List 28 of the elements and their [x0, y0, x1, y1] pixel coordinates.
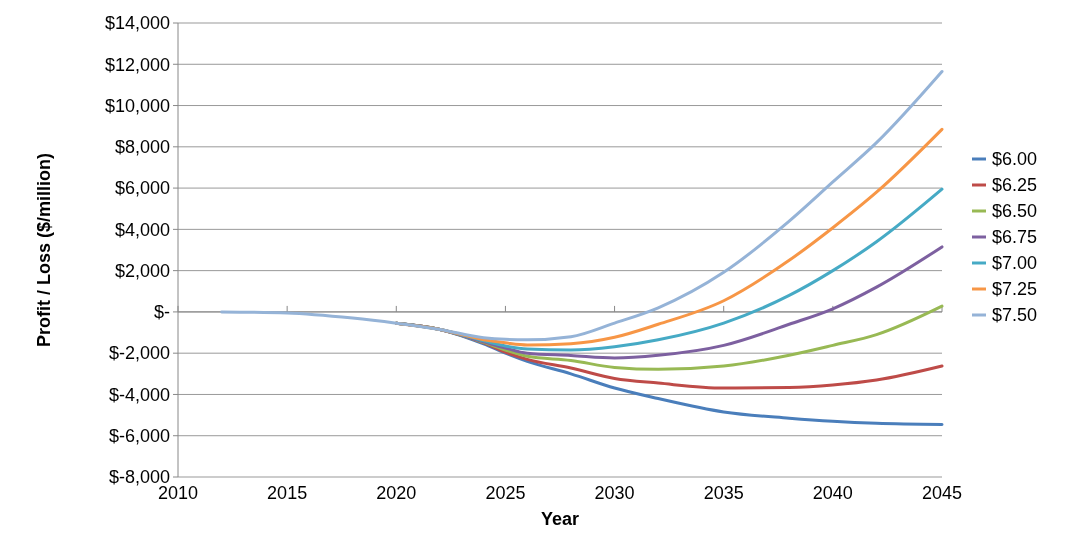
legend-label: $6.50	[992, 201, 1038, 222]
y-tick-label: $12,000	[104, 54, 170, 75]
x-tick-label: 2045	[921, 483, 963, 503]
x-tick-label: 2020	[376, 483, 417, 503]
y-tick-label: $10,000	[104, 95, 170, 116]
legend-label: $7.50	[992, 305, 1038, 326]
legend-label: $6.75	[992, 227, 1038, 248]
y-tick-label: $-	[153, 302, 170, 323]
x-tick-label: 2015	[267, 483, 308, 503]
x-tick-label: 2030	[594, 483, 635, 503]
y-tick-label: $14,000	[104, 13, 170, 34]
legend-label: $7.00	[992, 253, 1038, 274]
x-tick-label: 2040	[812, 483, 853, 503]
y-axis-title: Profit / Loss ($/million)	[34, 152, 54, 348]
y-tick-label: $-6,000	[108, 426, 170, 447]
legend-label: $6.25	[992, 175, 1038, 196]
line-series	[220, 70, 944, 342]
x-tick-label: 2025	[485, 483, 526, 503]
legend-label: $7.25	[992, 279, 1038, 300]
y-tick-label: $-4,000	[108, 384, 170, 405]
y-tick-label: $-2,000	[108, 343, 170, 364]
y-tick-label: $6,000	[114, 178, 170, 199]
x-tick-label: 2035	[703, 483, 744, 503]
y-tick-label: $2,000	[114, 260, 170, 281]
y-tick-label: $8,000	[114, 137, 170, 158]
x-axis-title: Year	[540, 509, 580, 529]
y-tick-label: $4,000	[114, 219, 170, 240]
legend-label: $6.00	[992, 149, 1038, 170]
